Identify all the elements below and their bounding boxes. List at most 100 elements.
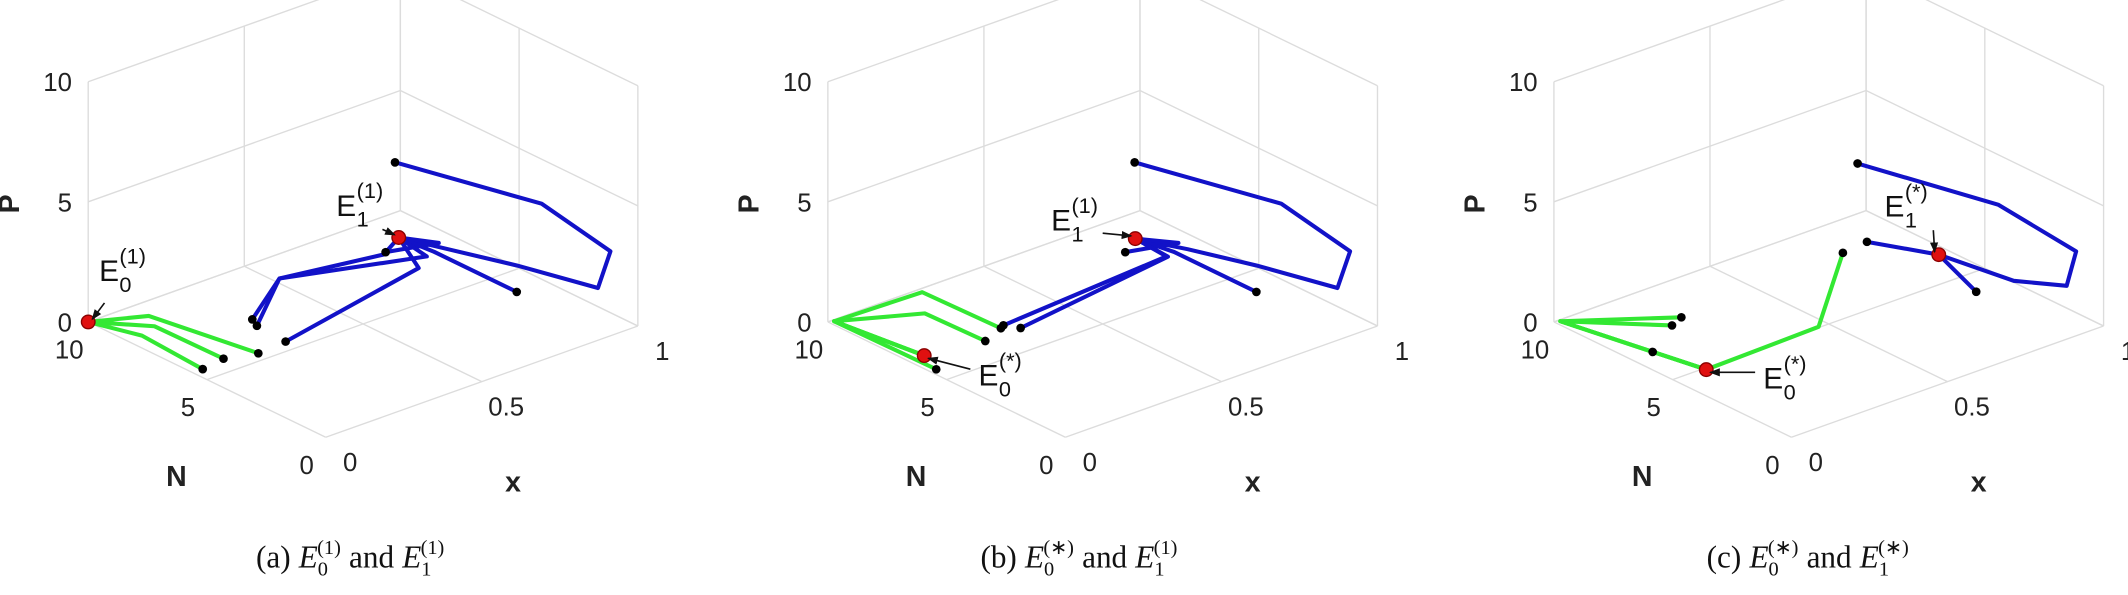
z-tick-label: 5 [797, 189, 811, 217]
trajectory [283, 235, 421, 344]
y-tick-label: 10 [55, 337, 84, 365]
equilibrium [391, 230, 407, 245]
grid-line [1791, 325, 2104, 438]
initial-point [1252, 287, 1261, 297]
trajectory [86, 319, 205, 372]
grid-line [827, 210, 1141, 323]
initial-point [1971, 287, 1981, 297]
grid-line [946, 267, 1259, 381]
x-tick-label: 0.5 [1954, 394, 1990, 422]
initial-point [999, 320, 1008, 330]
trajectory [1132, 160, 1353, 291]
trajectory [86, 319, 226, 361]
panel: 0510051000.51PNxE(1)0E(1)1(a)E0(1)andE1(… [0, 0, 669, 581]
x-tick-label: 0.5 [488, 394, 524, 422]
initial-point [1862, 237, 1872, 247]
initial-point [931, 364, 941, 374]
x-axis-label: x [1245, 467, 1261, 499]
z-tick-label: 0 [1523, 309, 1537, 337]
trajectory [254, 235, 401, 328]
z-tick-label: 10 [1509, 69, 1538, 97]
trajectory [383, 235, 441, 255]
annotation: E(*) 0 [979, 348, 1022, 402]
grid-line [87, 210, 401, 323]
initial-point [1667, 321, 1677, 330]
y-tick-label: 5 [920, 394, 934, 422]
x-tick-label: 1 [655, 338, 669, 366]
z-axis-label: P [0, 194, 26, 213]
z-tick-label: 0 [797, 309, 811, 337]
trajectory [393, 160, 613, 291]
z-tick-label: 5 [58, 189, 72, 217]
initial-point [1120, 247, 1130, 257]
initial-point [1853, 159, 1862, 168]
y-axis-label: N [1632, 461, 1653, 493]
initial-point [253, 348, 263, 358]
y-axis-label: N [166, 461, 187, 493]
initial-point [381, 247, 390, 257]
initial-point [1677, 312, 1686, 322]
caption: (b) E0(∗) and E1(1) [980, 537, 1177, 581]
trajectory [1001, 236, 1169, 328]
trajectory [250, 235, 429, 322]
z-tick-label: 10 [783, 69, 812, 97]
annotation-arrow [1930, 230, 1939, 254]
initial-point [1838, 248, 1848, 258]
y-tick-label: 0 [300, 452, 314, 480]
x-tick-label: 0 [1809, 449, 1823, 477]
initial-point [512, 287, 522, 297]
initial-point [980, 336, 990, 346]
annotation-arrow [1102, 230, 1133, 240]
trajectory [1936, 252, 1979, 294]
initial-point [219, 354, 228, 364]
trajectory [1855, 161, 2079, 288]
grid-line [1553, 210, 1867, 323]
initial-point [252, 321, 262, 331]
trajectory [1133, 236, 1259, 294]
y-tick-label: 0 [1039, 452, 1053, 480]
x-axis-label: x [505, 467, 521, 499]
z-tick-label: 10 [43, 69, 72, 97]
x-axis-label: x [1971, 467, 1987, 499]
y-tick-label: 5 [181, 394, 195, 422]
x-tick-label: 0.5 [1228, 394, 1264, 422]
trajectory [1864, 239, 1941, 257]
z-axis-label: P [734, 194, 766, 213]
annotation: E(1) 0 [99, 244, 146, 298]
caption: (c) E0(∗) and E1(∗) [1707, 537, 1909, 581]
grid-line [206, 267, 520, 381]
x-tick-label: 1 [2121, 338, 2128, 366]
initial-point [1648, 347, 1658, 357]
x-tick-label: 0 [343, 449, 357, 477]
initial-point [198, 364, 208, 374]
equilibrium [1698, 362, 1714, 378]
initial-point [247, 315, 257, 324]
grid-line [1065, 325, 1378, 438]
z-tick-label: 5 [1523, 189, 1537, 217]
trajectory [1018, 236, 1170, 331]
annotation-arrow [926, 356, 971, 370]
annotation-arrow [382, 227, 396, 236]
initial-point [390, 158, 400, 167]
initial-point [1130, 158, 1139, 167]
x-tick-label: 1 [1395, 338, 1409, 366]
trajectory [1123, 236, 1181, 255]
panel: 0510051000.51PNxE(*)0E(*)1(c)E0(∗)andE1(… [1460, 0, 2128, 581]
annotation: E(1) 1 [1051, 193, 1098, 247]
trajectory [86, 313, 261, 356]
annotation: E(*) 1 [1884, 179, 1927, 233]
annotation: E(*) 0 [1763, 351, 1806, 405]
initial-point [1016, 323, 1025, 333]
y-tick-label: 10 [1521, 337, 1550, 365]
equilibrium [916, 348, 932, 364]
grid-line [325, 325, 639, 438]
trajectory [1704, 250, 1845, 372]
y-axis-label: N [906, 461, 927, 493]
trajectory [1558, 319, 1709, 372]
annotation-arrow [91, 302, 106, 321]
y-tick-label: 0 [1765, 452, 1779, 480]
equilibrium [1127, 231, 1143, 247]
z-axis-label: P [1460, 194, 1492, 213]
